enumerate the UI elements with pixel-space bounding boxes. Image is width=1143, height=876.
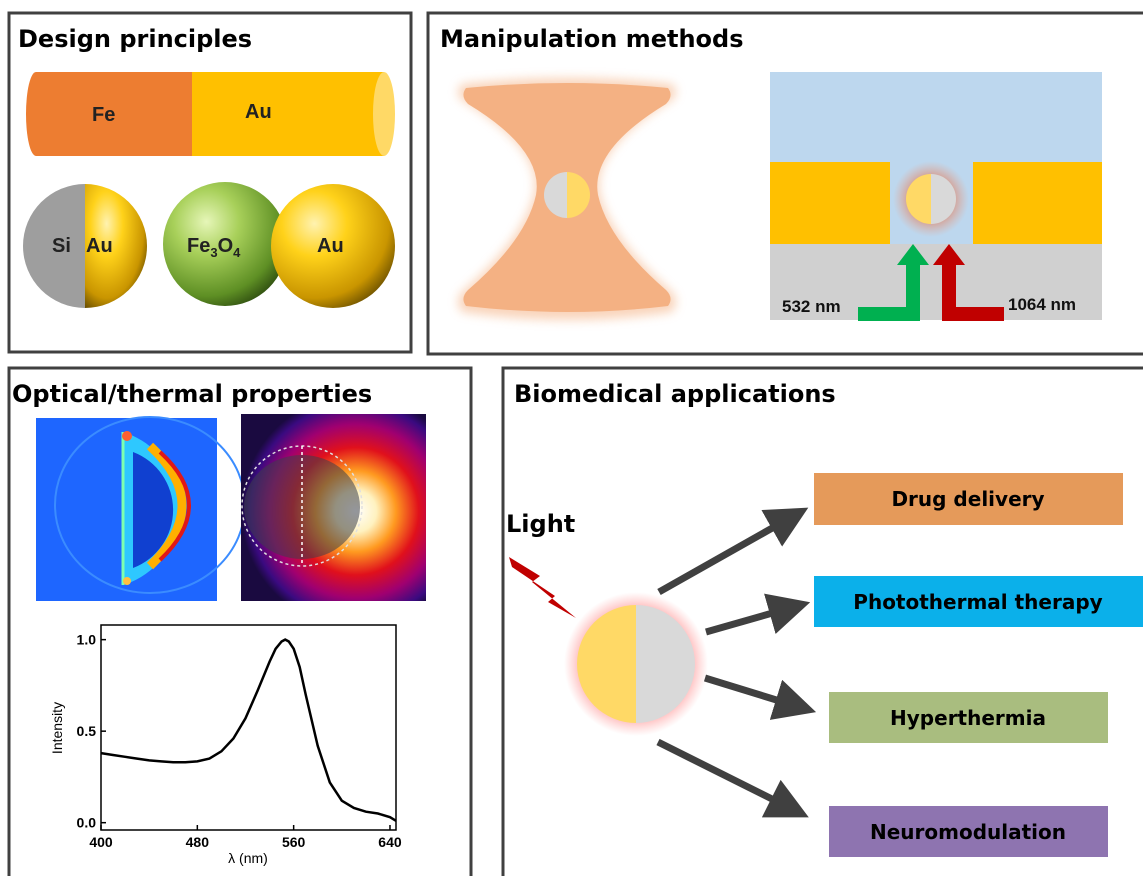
particle-silica-half bbox=[636, 605, 695, 723]
si-au-janus-sphere: Si Au bbox=[23, 184, 147, 308]
si-half bbox=[23, 184, 85, 308]
neuromodulation-box bbox=[829, 806, 1108, 857]
chart-ticks: 400 480 560 640 0.0 0.5 1.0 bbox=[77, 632, 402, 850]
gold-film-right bbox=[973, 162, 1102, 244]
field-core bbox=[133, 452, 174, 568]
field-distribution-map bbox=[36, 416, 246, 601]
y-tick-label: 1.0 bbox=[77, 632, 97, 648]
arrow-to-drug-delivery bbox=[657, 507, 809, 596]
rod-end-cap bbox=[373, 72, 395, 156]
si-label: Si bbox=[52, 235, 71, 257]
chart-ylabel: Intensity bbox=[49, 702, 65, 754]
application-photothermal-therapy: Photothermal therapy bbox=[814, 576, 1143, 627]
y-tick-label: 0.5 bbox=[77, 723, 97, 739]
photothermal-therapy-box bbox=[814, 576, 1143, 627]
red-laser-arrow bbox=[933, 244, 1004, 321]
red-laser-label: 1064 nm bbox=[1008, 295, 1076, 314]
x-tick-label: 640 bbox=[378, 834, 402, 850]
thermal-distribution-map bbox=[241, 414, 426, 601]
fe3o4-label: Fe3O4 bbox=[187, 235, 241, 260]
panel-title: Manipulation methods bbox=[440, 25, 744, 53]
au-sphere bbox=[271, 184, 395, 308]
optical-tweezer-beam bbox=[458, 78, 676, 320]
spectrum-chart: 400 480 560 640 0.0 0.5 1.0 Intensity λ (nm) bbox=[49, 624, 402, 866]
photothermal-therapy-label: Photothermal therapy bbox=[853, 590, 1102, 614]
y-tick-label: 0.0 bbox=[77, 815, 97, 831]
application-neuromodulation: Neuromodulation bbox=[829, 806, 1108, 857]
panel-design-principles: Design principles Fe Au Si Au Fe3O4 Au bbox=[7, 11, 413, 354]
field-hotspot-band bbox=[146, 442, 187, 570]
field-hotspot-peak bbox=[158, 450, 191, 562]
fe-au-nanorod: Fe Au bbox=[26, 72, 395, 156]
panel-title: Optical/thermal properties bbox=[12, 380, 372, 408]
panel-optical-thermal: Optical/thermal properties 400 480 560 640 0… bbox=[7, 366, 473, 876]
panel-manipulation-methods: Manipulation methods 532 nm 1064 nm bbox=[426, 11, 1143, 356]
x-tick-label: 560 bbox=[282, 834, 306, 850]
panel-biomedical-applications: Biomedical applications Light Drug deliv… bbox=[501, 366, 1143, 876]
drug-delivery-box bbox=[814, 473, 1123, 525]
au-half bbox=[85, 184, 147, 308]
fluid-layer bbox=[770, 72, 1102, 164]
hyperthermia-label: Hyperthermia bbox=[890, 706, 1046, 730]
trapped-particle-right bbox=[567, 172, 590, 218]
lightning-bolt-icon bbox=[509, 557, 576, 618]
fe-segment bbox=[26, 72, 192, 156]
x-tick-label: 480 bbox=[186, 834, 210, 850]
substrate bbox=[770, 244, 1102, 320]
fe-label: Fe bbox=[92, 104, 115, 126]
arrow-to-photothermal bbox=[705, 593, 811, 636]
au-rod-label: Au bbox=[245, 101, 272, 123]
green-laser-label: 532 nm bbox=[782, 297, 841, 316]
trapped-particle-left bbox=[544, 172, 567, 218]
particle-gold-half bbox=[577, 605, 636, 723]
field-edge-hotspot-bottom bbox=[123, 577, 131, 585]
spectrum-series-line bbox=[100, 638, 397, 822]
arrow-to-neuromodulation bbox=[656, 738, 809, 818]
light-label: Light bbox=[506, 510, 575, 538]
green-laser-arrow bbox=[858, 244, 929, 321]
field-edge-hotspot-top bbox=[122, 431, 132, 441]
fe3o4-au-dimer: Fe3O4 Au bbox=[163, 182, 395, 308]
gold-film-left bbox=[770, 162, 890, 244]
neuromodulation-label: Neuromodulation bbox=[870, 820, 1066, 844]
drug-delivery-label: Drug delivery bbox=[891, 487, 1044, 511]
optothermal-trap-setup: 532 nm 1064 nm bbox=[770, 72, 1102, 321]
chart-plot-frame bbox=[100, 624, 397, 831]
application-drug-delivery: Drug delivery bbox=[814, 473, 1123, 525]
hyperthermia-box bbox=[829, 692, 1108, 743]
au-sphere-label: Au bbox=[317, 235, 344, 257]
particle-silica-half bbox=[931, 174, 956, 224]
au-segment bbox=[192, 72, 384, 156]
chart-xlabel: λ (nm) bbox=[228, 850, 268, 866]
panel-title: Design principles bbox=[18, 25, 252, 53]
au-janus-label: Au bbox=[86, 235, 113, 257]
x-tick-label: 400 bbox=[89, 834, 113, 850]
arrow-to-hyperthermia bbox=[703, 674, 817, 720]
fe3o4-sphere bbox=[163, 182, 287, 306]
panel-title: Biomedical applications bbox=[514, 380, 836, 408]
application-hyperthermia: Hyperthermia bbox=[829, 692, 1108, 743]
particle-gold-half bbox=[906, 174, 931, 224]
